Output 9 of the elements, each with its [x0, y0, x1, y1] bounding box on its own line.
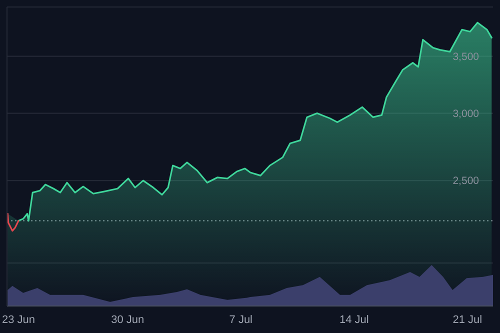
y-tick-label: 3,500 — [452, 50, 480, 63]
x-tick-label: 14 Jul — [339, 314, 369, 326]
x-tick-label: 21 Jul — [452, 314, 482, 326]
y-tick-label: 2,500 — [452, 175, 480, 188]
y-tick-label: 3,000 — [452, 108, 480, 120]
x-tick-label: 7 Jul — [229, 314, 253, 326]
x-tick-label: 30 Jun — [111, 314, 144, 326]
x-tick-label: 23 Jun — [2, 314, 36, 326]
line-series — [6, 212, 20, 232]
